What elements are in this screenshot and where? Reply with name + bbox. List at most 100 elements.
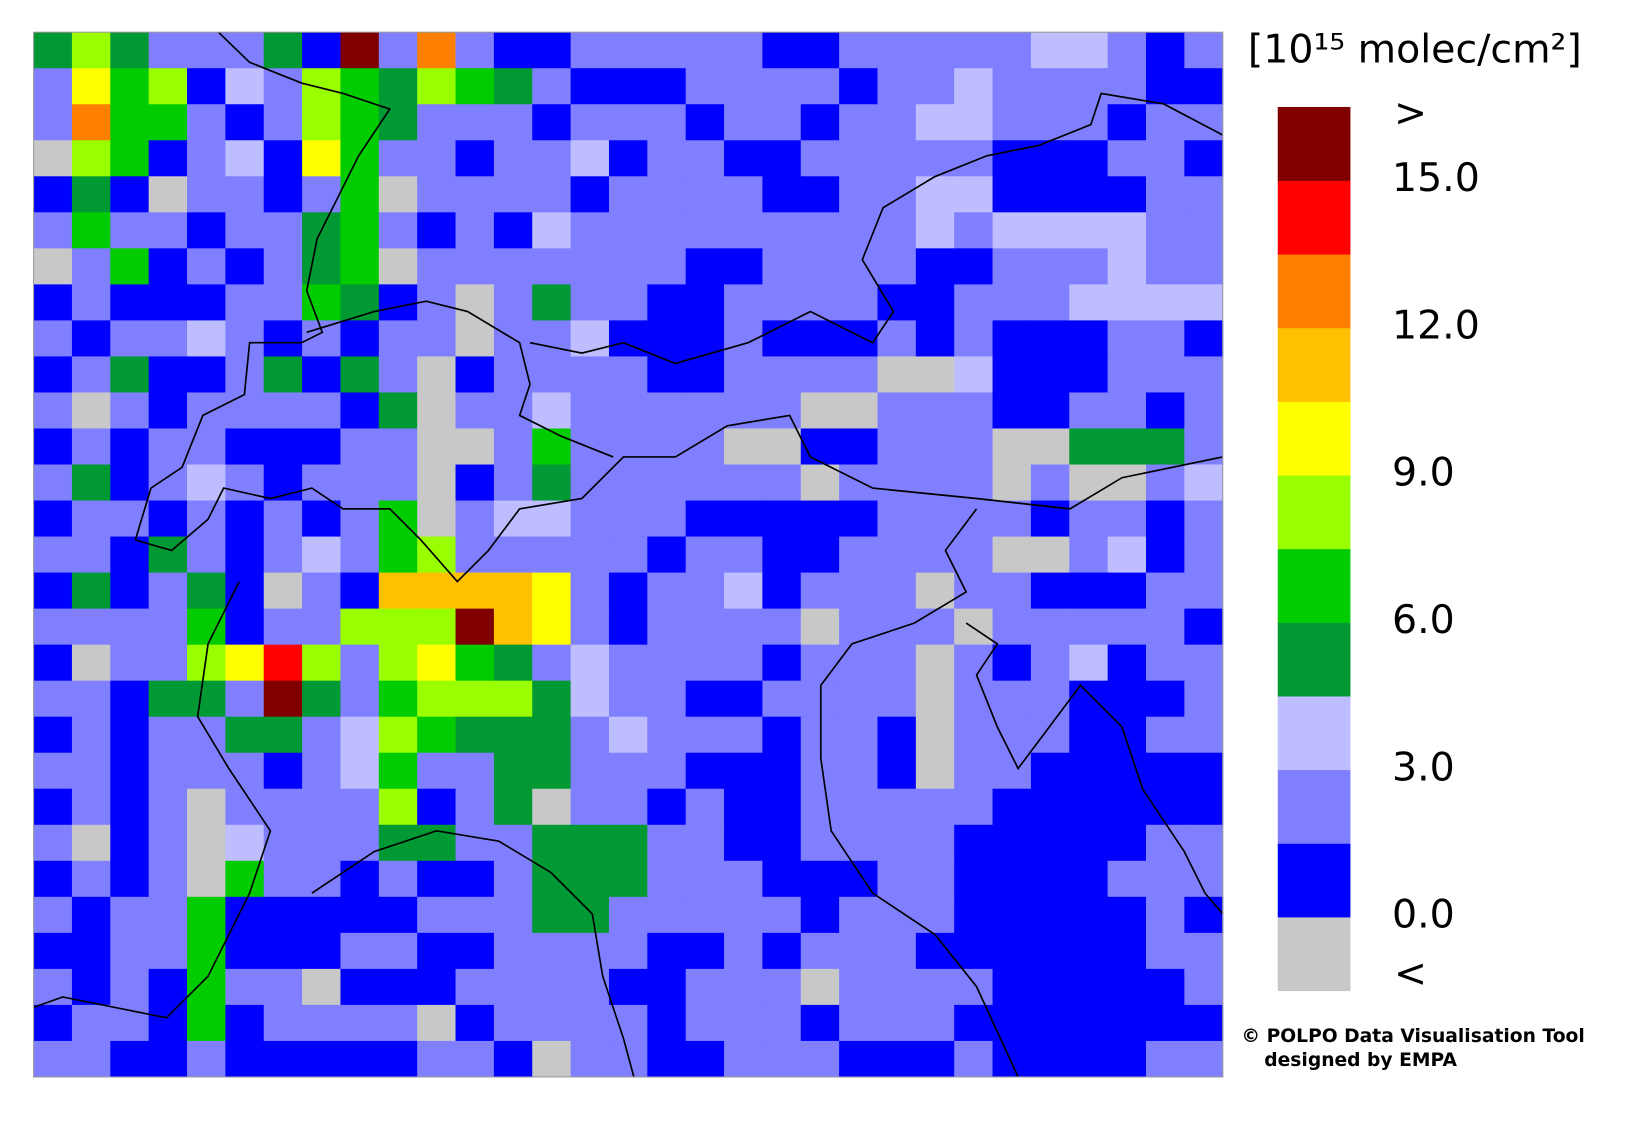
map-cell xyxy=(493,68,533,105)
map-cell xyxy=(378,140,418,177)
map-cell xyxy=(608,212,648,249)
map-cell xyxy=(302,392,341,430)
map-cell xyxy=(1107,968,1147,1006)
map-cell xyxy=(340,1004,380,1042)
map-cell xyxy=(148,428,188,466)
map-cell xyxy=(148,896,188,934)
map-cell xyxy=(302,140,341,177)
map-cell xyxy=(33,176,73,213)
map-cell xyxy=(455,932,495,970)
map-cell xyxy=(1184,248,1224,285)
map-cell xyxy=(302,68,341,105)
map-cell xyxy=(263,932,303,970)
map-cell xyxy=(685,248,725,285)
map-cell xyxy=(148,68,188,105)
map-cell xyxy=(110,284,150,321)
map-cell xyxy=(340,320,380,357)
map-cell xyxy=(148,212,188,249)
map-cell xyxy=(187,428,226,466)
map-cell xyxy=(1184,500,1224,538)
map-cell xyxy=(839,896,878,934)
map-cell xyxy=(263,896,303,934)
map-cell xyxy=(992,860,1032,898)
colorbar-bin xyxy=(1277,622,1351,697)
colorbar-tick-label: 3.0 xyxy=(1392,744,1455,790)
map-cell xyxy=(263,68,303,105)
map-cell xyxy=(1107,284,1147,321)
map-cell xyxy=(378,212,418,249)
map-cell xyxy=(647,860,687,898)
map-cell xyxy=(71,716,111,754)
map-cell xyxy=(570,464,610,502)
map-cell xyxy=(1069,464,1109,502)
map-cell xyxy=(71,752,111,790)
map-cell xyxy=(302,932,341,970)
map-cell xyxy=(608,932,648,970)
map-cell xyxy=(455,644,495,682)
map-cell xyxy=(225,752,265,790)
map-cell xyxy=(724,284,763,321)
map-cell xyxy=(839,608,878,646)
map-cell xyxy=(148,860,188,898)
map-cell xyxy=(71,644,111,682)
map-cell xyxy=(532,212,572,249)
map-cell xyxy=(1069,1040,1109,1078)
map-cell xyxy=(800,824,840,862)
map-cell xyxy=(33,608,73,646)
map-cell xyxy=(378,572,418,610)
map-cell xyxy=(800,968,840,1006)
map-cell xyxy=(187,788,226,826)
map-cell xyxy=(1069,788,1109,826)
map-cell xyxy=(724,464,763,502)
map-cell xyxy=(1030,968,1070,1006)
map-cell xyxy=(71,212,111,249)
map-cell xyxy=(455,428,495,466)
map-cell xyxy=(839,428,878,466)
map-cell xyxy=(1030,788,1070,826)
map-cell xyxy=(302,752,341,790)
map-cell xyxy=(992,536,1032,574)
map-cell xyxy=(915,824,955,862)
map-cell xyxy=(302,680,341,718)
map-cell xyxy=(877,1040,917,1078)
map-cell xyxy=(532,572,572,610)
map-cell xyxy=(1030,896,1070,934)
map-cell xyxy=(1184,1004,1224,1042)
map-cell xyxy=(148,1004,188,1042)
map-cell xyxy=(455,284,495,321)
map-cell xyxy=(877,140,917,177)
map-cell xyxy=(455,572,495,610)
map-cell xyxy=(839,356,878,393)
map-cell xyxy=(493,1004,533,1042)
map-cell xyxy=(225,1004,265,1042)
map-cell xyxy=(302,536,341,574)
map-cell xyxy=(839,248,878,285)
map-cell xyxy=(839,68,878,105)
map-cell xyxy=(378,464,418,502)
map-cell xyxy=(33,212,73,249)
map-cell xyxy=(33,680,73,718)
map-cell xyxy=(724,788,763,826)
map-cell xyxy=(455,248,495,285)
map-cell xyxy=(915,32,955,69)
map-cell xyxy=(225,248,265,285)
map-cell xyxy=(877,896,917,934)
map-cell xyxy=(33,104,73,141)
map-cell xyxy=(110,176,150,213)
map-cell xyxy=(187,320,226,357)
map-cell xyxy=(302,608,341,646)
map-cell xyxy=(1107,176,1147,213)
map-cell xyxy=(800,32,840,69)
map-cell xyxy=(954,1004,994,1042)
map-cell xyxy=(187,536,226,574)
map-cell xyxy=(110,248,150,285)
map-cell xyxy=(685,716,725,754)
map-cell xyxy=(570,968,610,1006)
map-cell xyxy=(877,248,917,285)
map-cell xyxy=(762,464,802,502)
map-cell xyxy=(1145,68,1185,105)
map-cell xyxy=(570,788,610,826)
map-cell xyxy=(302,572,341,610)
map-frame xyxy=(33,31,1224,1078)
map-cell xyxy=(915,1040,955,1078)
